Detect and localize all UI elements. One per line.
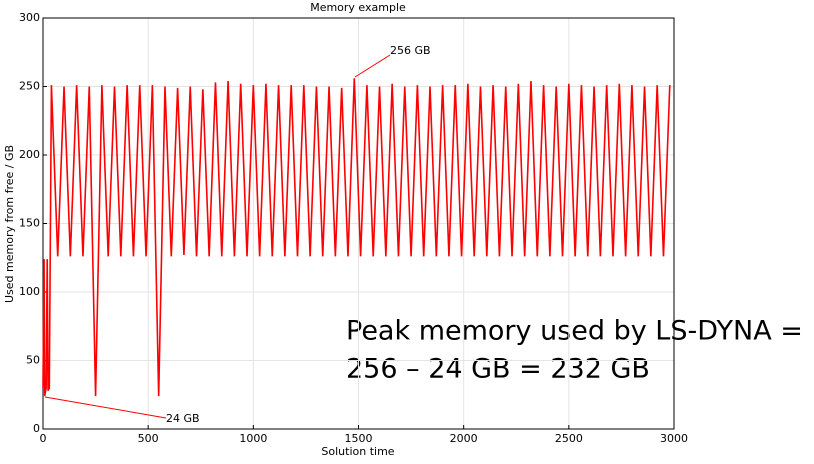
x-axis-label: Solution time <box>321 445 394 458</box>
y-tick-label: 0 <box>33 422 40 435</box>
y-tick-label: 50 <box>26 354 40 367</box>
x-tick-label: 2500 <box>555 432 583 445</box>
x-tick-label: 2000 <box>450 432 478 445</box>
y-tick-label: 250 <box>19 80 40 93</box>
x-tick-label: 1000 <box>239 432 267 445</box>
annotation: 24 GB <box>166 412 200 425</box>
y-tick-label: 150 <box>19 217 40 230</box>
y-tick-label: 100 <box>19 285 40 298</box>
y-axis-label: Used memory from free / GB <box>3 145 16 303</box>
x-tick-label: 500 <box>138 432 159 445</box>
annotation-arrow <box>354 54 391 78</box>
annotation-arrow <box>44 396 167 419</box>
x-tick-label: 3000 <box>660 432 688 445</box>
chart-title: Memory example <box>310 1 406 14</box>
plot-frame <box>42 17 675 430</box>
callout-line: Peak memory used by LS-DYNA = <box>346 316 803 347</box>
x-tick-label: 0 <box>40 432 47 445</box>
x-tick-label: 1500 <box>345 432 373 445</box>
annotation: 256 GB <box>390 44 431 57</box>
y-tick-label: 200 <box>19 148 40 161</box>
callout-line: 256 – 24 GB = 232 GB <box>346 354 650 385</box>
y-tick-label: 300 <box>19 11 40 24</box>
data-line <box>42 78 671 397</box>
